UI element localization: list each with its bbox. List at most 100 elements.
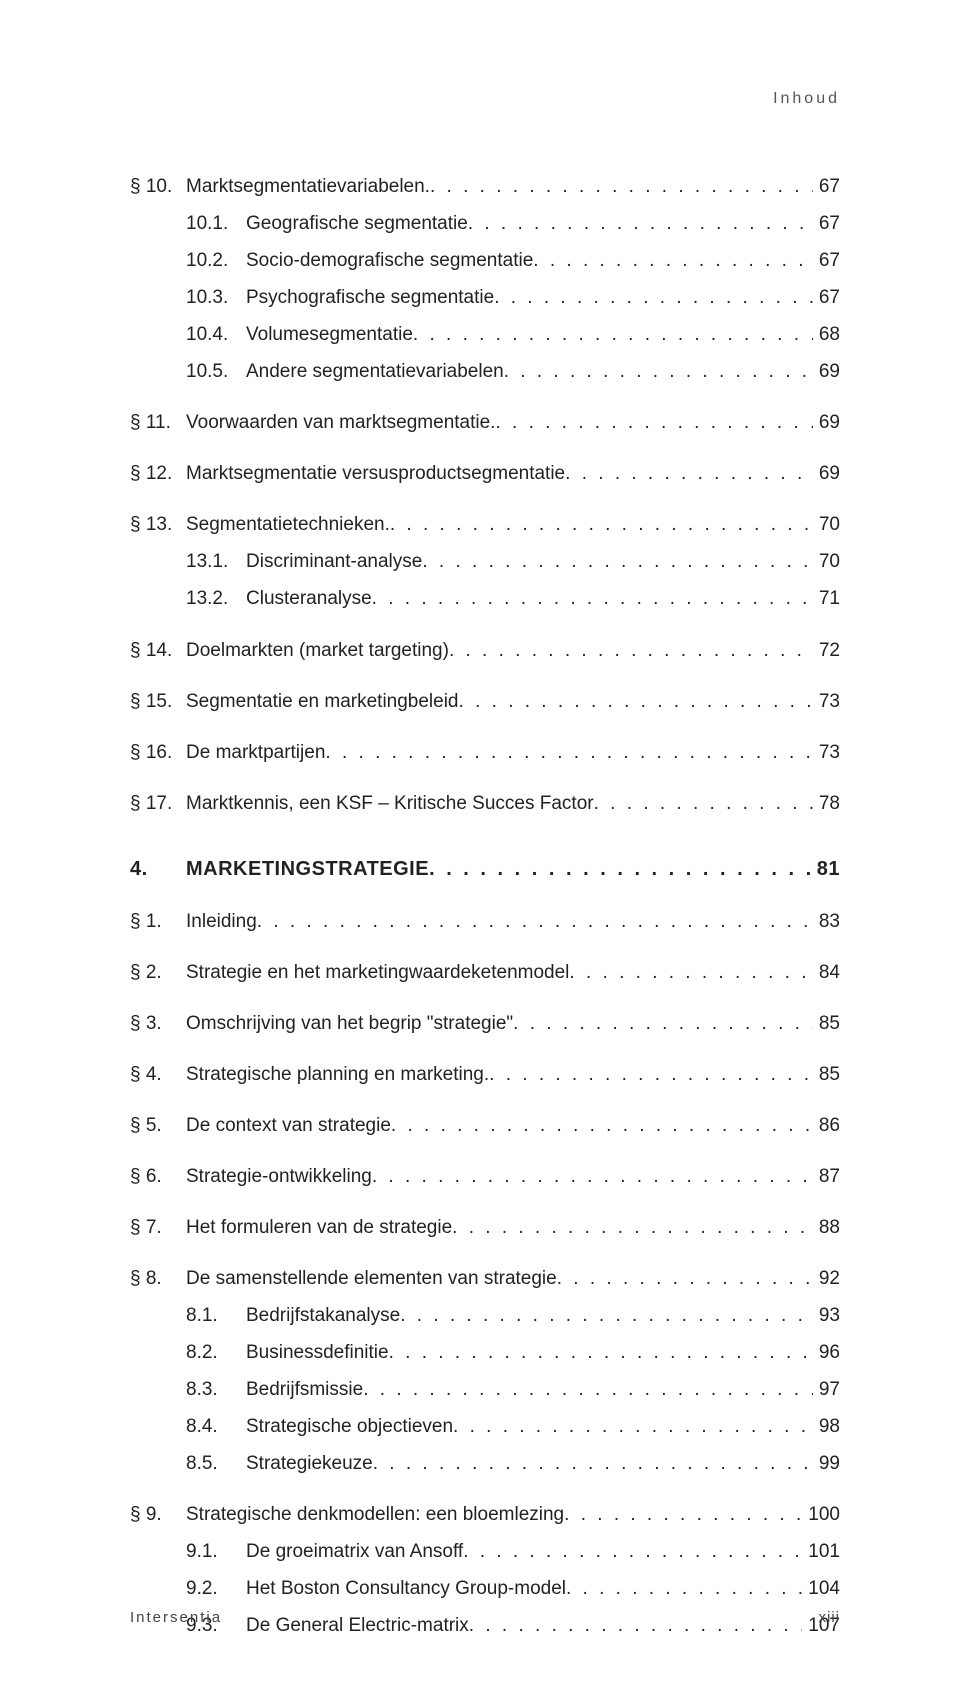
toc-title: Strategische denkmodellen: een bloemlezi…: [186, 1504, 564, 1525]
toc-number: 9.1.: [186, 1533, 246, 1570]
toc-title: De marktpartijen: [186, 742, 325, 763]
toc-number: 13.1.: [186, 543, 246, 580]
toc-page-number: 93: [813, 1297, 840, 1334]
toc-number: 8.5.: [186, 1445, 246, 1482]
toc-chapter: 4.MARKETINGSTRATEGIE 81: [130, 850, 840, 889]
toc-row: § 11.Voorwaarden van marktsegmentatie. 6…: [130, 404, 840, 441]
toc-page-number: 100: [802, 1496, 840, 1533]
toc-page-number: 104: [802, 1570, 840, 1607]
toc-leader-dots: [400, 1297, 813, 1334]
toc-leader-dots: [557, 1260, 813, 1297]
toc-page-number: 70: [813, 506, 840, 543]
footer-publisher: Intersentia: [130, 1609, 222, 1626]
toc-leader-dots: [463, 1533, 802, 1570]
toc-title: Bedrijfsmissie: [246, 1379, 363, 1400]
toc-number: 13.2.: [186, 580, 246, 617]
toc-leader-dots: [453, 1408, 813, 1445]
toc-row: 8.3.Bedrijfsmissie 97: [130, 1371, 840, 1408]
toc-number: 8.1.: [186, 1297, 246, 1334]
toc-title: Doelmarkten (market targeting): [186, 640, 449, 661]
toc-page-number: 84: [813, 954, 840, 991]
toc-number: § 7.: [130, 1209, 186, 1246]
toc-title: Segmentatietechnieken.: [186, 514, 390, 535]
toc-leader-dots: [565, 455, 813, 492]
toc-row: 8.1.Bedrijfstakanalyse 93: [130, 1297, 840, 1334]
toc-number: § 9.: [130, 1496, 186, 1533]
toc-leader-dots: [372, 580, 813, 617]
toc-row: 8.4.Strategische objectieven 98: [130, 1408, 840, 1445]
toc-title: Strategie-ontwikkeling: [186, 1166, 372, 1187]
toc-page-number: 98: [813, 1408, 840, 1445]
toc-page-number: 69: [813, 455, 840, 492]
toc-row: 10.4.Volumesegmentatie 68: [130, 316, 840, 353]
toc-number: 8.2.: [186, 1334, 246, 1371]
toc-row: § 17.Marktkennis, een KSF – Kritische Su…: [130, 785, 840, 822]
toc-page-number: 83: [813, 903, 840, 940]
toc-row: § 6.Strategie-ontwikkeling 87: [130, 1158, 840, 1195]
toc-row: 13.1.Discriminant-analyse 70: [130, 543, 840, 580]
toc-leader-dots: [594, 785, 813, 822]
toc-title: MARKETINGSTRATEGIE: [186, 858, 429, 880]
toc-leader-dots: [494, 279, 813, 316]
toc-row: § 14.Doelmarkten (market targeting) 72: [130, 632, 840, 669]
toc-leader-dots: [533, 242, 813, 279]
toc-page-number: 67: [813, 168, 840, 205]
toc-row: 9.1.De groeimatrix van Ansoff 101: [130, 1533, 840, 1570]
toc-title: Volumesegmentatie: [246, 324, 413, 345]
running-header: Inhoud: [130, 90, 840, 108]
toc-number: 10.3.: [186, 279, 246, 316]
toc-number: § 15.: [130, 683, 186, 720]
toc-leader-dots: [363, 1371, 813, 1408]
toc-title: Strategiekeuze: [246, 1453, 373, 1474]
toc-page-number: 67: [813, 279, 840, 316]
toc-title: Bedrijfstakanalyse: [246, 1305, 400, 1326]
toc-title: Marktsegmentatie versusproductsegmentati…: [186, 463, 565, 484]
toc-row: § 1.Inleiding 83: [130, 903, 840, 940]
toc-page-number: 87: [813, 1158, 840, 1195]
toc-row: 9.2.Het Boston Consultancy Group-model 1…: [130, 1570, 840, 1607]
toc-page-number: 101: [802, 1533, 840, 1570]
toc-row: § 3.Omschrijving van het begrip "strateg…: [130, 1005, 840, 1042]
toc-title: Voorwaarden van marktsegmentatie.: [186, 412, 495, 433]
toc-leader-dots: [389, 1334, 813, 1371]
toc-number: § 13.: [130, 506, 186, 543]
toc-leader-dots: [495, 404, 812, 441]
toc-number: § 14.: [130, 632, 186, 669]
toc-page-number: 96: [813, 1334, 840, 1371]
toc-number: 8.3.: [186, 1371, 246, 1408]
page-footer: Intersentia xiii: [130, 1609, 840, 1626]
toc-page-number: 88: [813, 1209, 840, 1246]
toc-title: Discriminant-analyse: [246, 551, 422, 572]
table-of-contents: § 10.Marktsegmentatievariabelen. 6710.1.…: [130, 168, 840, 1645]
toc-row: 13.2.Clusteranalyse 71: [130, 580, 840, 617]
toc-row: 10.5.Andere segmentatievariabelen 69: [130, 353, 840, 390]
toc-title: Strategische objectieven: [246, 1416, 453, 1437]
toc-number: § 2.: [130, 954, 186, 991]
toc-leader-dots: [391, 1107, 813, 1144]
toc-title: Inleiding: [186, 911, 257, 932]
toc-number: 10.1.: [186, 205, 246, 242]
footer-page-number: xiii: [819, 1609, 841, 1626]
toc-leader-dots: [452, 1209, 813, 1246]
toc-title: Businessdefinitie: [246, 1342, 389, 1363]
toc-page-number: 81: [811, 850, 840, 889]
toc-row: § 9.Strategische denkmodellen: een bloem…: [130, 1496, 840, 1533]
toc-number: 10.2.: [186, 242, 246, 279]
toc-page-number: 73: [813, 683, 840, 720]
toc-number: § 8.: [130, 1260, 186, 1297]
toc-row: § 7.Het formuleren van de strategie 88: [130, 1209, 840, 1246]
toc-leader-dots: [504, 353, 813, 390]
toc-title: De context van strategie: [186, 1115, 391, 1136]
toc-title: Het Boston Consultancy Group-model: [246, 1578, 566, 1599]
toc-leader-dots: [430, 168, 813, 205]
toc-number: § 17.: [130, 785, 186, 822]
toc-leader-dots: [373, 1445, 813, 1482]
toc-number: § 10.: [130, 168, 186, 205]
toc-leader-dots: [390, 506, 813, 543]
toc-page-number: 92: [813, 1260, 840, 1297]
toc-leader-dots: [564, 1496, 802, 1533]
toc-leader-dots: [372, 1158, 813, 1195]
toc-page-number: 67: [813, 242, 840, 279]
toc-row: § 2.Strategie en het marketingwaardekete…: [130, 954, 840, 991]
toc-number: 10.5.: [186, 353, 246, 390]
